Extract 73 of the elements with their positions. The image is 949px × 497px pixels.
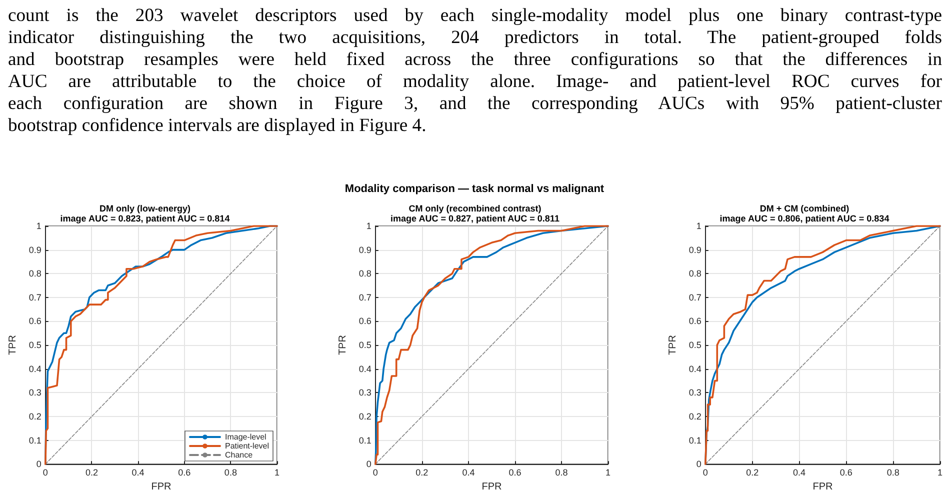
x-tick-label: 0.4 [792,468,806,478]
x-tick-label: 0.4 [132,468,144,478]
x-axis-title: FPR [482,482,502,492]
x-tick-label: 0.8 [224,468,237,478]
y-tick-label: 0.4 [28,364,42,374]
x-tick-label: 1 [274,468,280,478]
y-tick-label: 0 [366,459,372,470]
text: Modality comparison — task normal vs malignant [344,183,606,195]
chart-title: DM only (low-energy) [99,204,191,214]
y-tick-label: 0.5 [688,340,702,350]
y-tick-label: 0.6 [358,316,372,326]
y-tick-label: 0.4 [358,364,372,374]
y-tick-label: 0.6 [688,316,702,326]
y-tick-label: 1 [36,221,42,231]
legend-label: Patient-level [224,442,270,450]
y-tick-label: 0.7 [28,292,42,302]
y-tick-label: 0.8 [688,268,702,279]
y-tick-label: 0.2 [688,411,702,422]
y-tick-label: 0.9 [28,244,42,255]
y-tick-label: 0.4 [688,364,702,374]
x-tick-label: 0.6 [508,468,522,478]
y-tick-label: 0.9 [358,244,372,255]
y-tick-label: 0.5 [358,340,372,350]
y-tick-label: 0.2 [28,411,42,422]
text: each configuration are shown in Figure 3, and the corresponding AUCs with 95% patient-cluster [8,93,942,115]
y-tick-label: 0.2 [358,411,372,422]
x-tick-label: 0.2 [416,468,428,478]
x-tick-label: 0.8 [555,468,568,478]
x-tick-label: 0 [702,468,708,478]
x-tick-label: 0.6 [178,468,191,478]
x-tick-label: 0.2 [85,468,98,478]
y-axis-title: TPR [668,335,678,356]
y-axis-title: TPR [8,335,18,356]
text: bootstrap confidence intervals are displayed in Figure 4. [8,115,428,137]
y-tick-label: 0 [696,459,702,470]
x-tick-label: 0.6 [840,468,852,478]
x-tick-label: 0 [42,468,48,478]
y-tick-label: 0.7 [688,292,702,302]
text: count is the 203 wavelet descriptors used by each single-modality model plus one binary contrast-type [8,5,942,27]
y-tick-label: 0.1 [688,435,702,446]
y-tick-label: 0.6 [28,316,42,326]
legend-label: Image-level [224,432,267,442]
text: and bootstrap resamples were held fixed across the three configurations so that the differences in [8,49,942,71]
x-axis-title: FPR [151,482,172,492]
y-tick-label: 0.8 [28,268,42,279]
text: AUC are attributable to the choice of modality alone. Image- and patient-level ROC curves for [8,71,942,93]
y-axis-title: TPR [338,335,348,356]
chart-title: DM + CM (combined) [760,204,850,214]
x-tick-label: 0.4 [462,468,475,478]
y-tick-label: 0 [36,459,42,470]
x-tick-label: 1 [605,468,611,478]
y-tick-label: 0.3 [688,388,702,398]
y-tick-label: 0.7 [358,292,372,302]
y-tick-label: 0.8 [358,268,372,279]
x-tick-label: 0 [372,468,378,478]
y-tick-label: 1 [366,221,372,231]
x-axis-title: FPR [812,482,833,492]
y-tick-label: 0.3 [28,388,42,398]
y-tick-label: 0.1 [358,435,372,446]
y-tick-label: 0.5 [28,340,42,350]
legend-label: Chance [224,450,254,460]
x-tick-label: 0.2 [746,468,759,478]
x-tick-label: 0.8 [886,468,900,478]
chart-subtitle: image AUC = 0.806, patient AUC = 0.834 [720,214,890,224]
y-tick-label: 0.3 [358,388,372,398]
chart-title: CM only (recombined contrast) [408,204,542,214]
y-tick-label: 0.9 [688,244,702,255]
text: indicator distinguishing the two acquisitions, 204 predictors in total. The patient-grouped folds [8,27,942,49]
chart-subtitle: image AUC = 0.823, patient AUC = 0.814 [60,214,230,224]
y-tick-label: 0.1 [28,435,42,446]
y-tick-label: 1 [696,221,702,231]
x-tick-label: 1 [937,468,943,478]
chart-subtitle: image AUC = 0.827, patient AUC = 0.811 [390,214,560,224]
